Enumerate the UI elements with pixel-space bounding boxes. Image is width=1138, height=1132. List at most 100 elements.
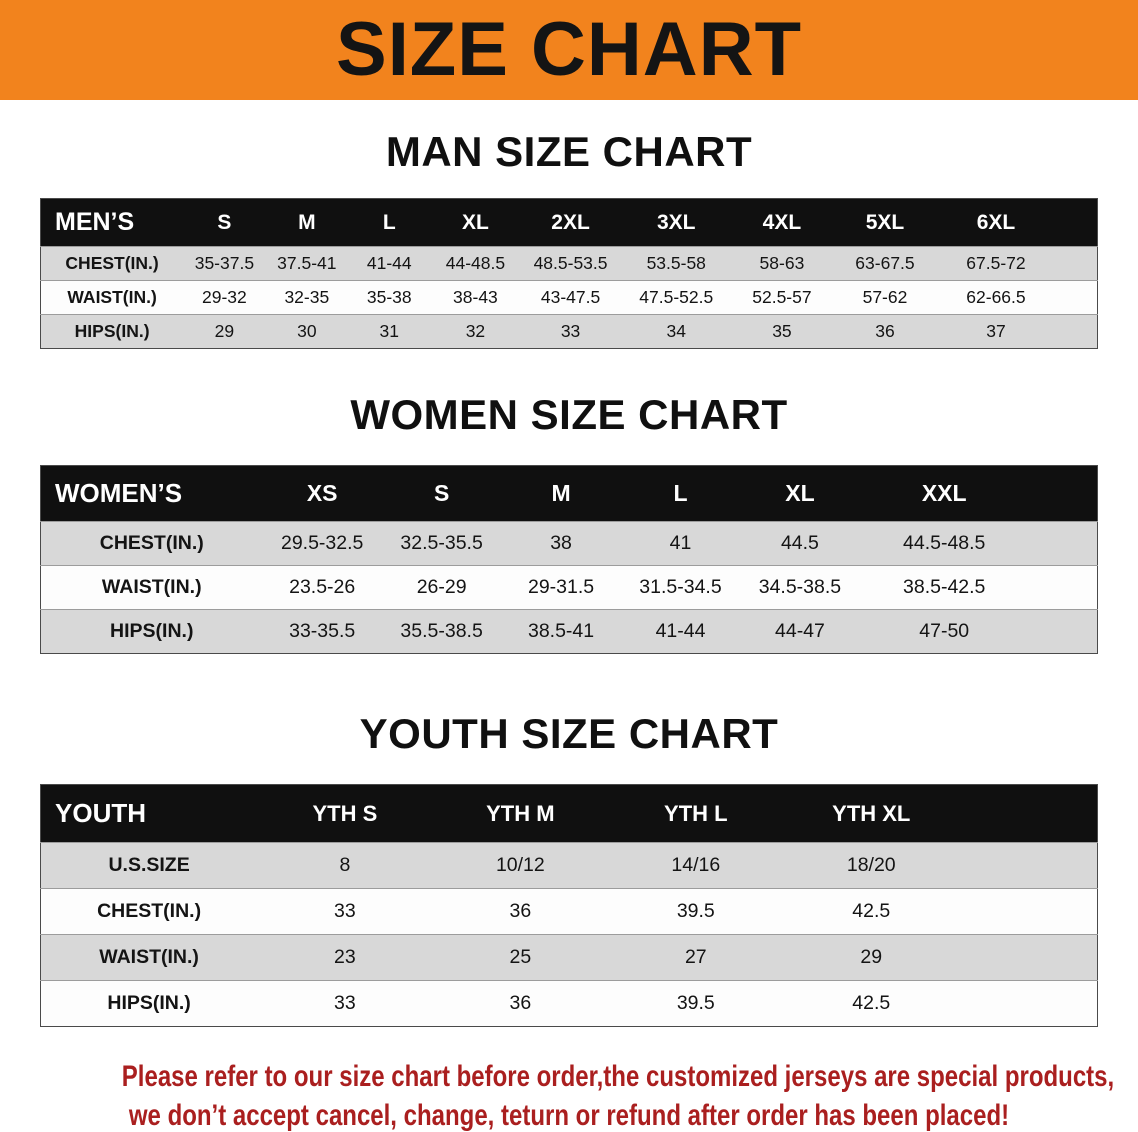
row-label: WAIST(IN.): [101, 576, 202, 599]
size-column-header: XL: [462, 210, 489, 234]
size-value: 32.5-35.5: [400, 532, 483, 555]
size-value: 39.5: [676, 992, 715, 1015]
women-size-table: WOMEN’S XS S M L XL XXL CHEST(IN.) 29.5-32.5 32.5…: [40, 465, 1098, 655]
size-value: 23.5-26: [289, 576, 356, 599]
size-value: 44.5-48.5: [903, 532, 986, 555]
size-column-header: 3XL: [656, 210, 696, 234]
size-value: 37.5-41: [277, 253, 337, 274]
size-value: 35.5-38.5: [400, 620, 483, 643]
size-value: 62-66.5: [966, 287, 1026, 308]
size-value: 29-32: [202, 287, 247, 308]
size-column-header: YTH S: [312, 800, 378, 826]
page-title: SIZE CHART: [336, 7, 802, 92]
row-label: WAIST(IN.): [99, 946, 199, 969]
size-value: 36: [875, 321, 895, 342]
size-value: 34: [666, 321, 686, 342]
size-value: 44-47: [775, 620, 825, 643]
table-title-cell: WOMEN’S: [55, 478, 183, 509]
size-value: 33-35.5: [289, 620, 356, 643]
filler-cell: [959, 889, 1098, 935]
size-value: 53.5-58: [646, 253, 706, 274]
size-value: 39.5: [676, 900, 715, 923]
table-header-row: WOMEN’S XS S M L XL XXL: [40, 465, 1098, 522]
size-column-header: L: [673, 480, 688, 507]
youth-size-section: YOUTH SIZE CHART YOUTH YTH S YTH M YTH L YTH…: [0, 710, 1138, 1028]
filler-cell: [1029, 466, 1098, 522]
size-value: 47.5-52.5: [639, 287, 714, 308]
size-value: 41-44: [655, 620, 706, 643]
youth-chart-heading: YOUTH SIZE CHART: [359, 710, 779, 758]
men-size-table: MEN’S S M L XL 2XL 3XL 4XL 5XL 6XL CHEST(IN.) 35-37…: [40, 198, 1098, 350]
footer-notice: Please refer to our size chart before or…: [10, 1057, 1128, 1132]
filler-cell: [959, 935, 1098, 981]
size-value: 27: [684, 946, 707, 969]
row-label: WAIST(IN.): [67, 287, 157, 308]
filler-cell: [959, 843, 1098, 889]
footer-notice-line-1: Please refer to our size chart before or…: [121, 1060, 1115, 1094]
women-size-section: WOMEN SIZE CHART WOMEN’S XS S M L XL XXL CHEST(…: [0, 391, 1138, 655]
size-value: 33: [334, 900, 356, 923]
size-column-header: S: [217, 210, 232, 234]
row-label: CHEST(IN.): [65, 253, 159, 274]
size-value: 26-29: [416, 576, 467, 599]
measurement-row: WAIST(IN.) 23 25 27 29: [40, 934, 1098, 981]
size-value: 36: [509, 992, 532, 1015]
size-value: 23: [334, 946, 356, 969]
size-value: 31: [379, 321, 400, 342]
size-value: 31.5-34.5: [639, 576, 722, 599]
size-value: 63-67.5: [855, 253, 915, 274]
size-column-header: XL: [785, 480, 815, 507]
women-chart-heading: WOMEN SIZE CHART: [350, 391, 788, 439]
row-label: HIPS(IN.): [110, 620, 194, 643]
size-value: 36: [509, 900, 532, 923]
size-value: 47-50: [919, 620, 970, 643]
size-value: 38.5-42.5: [903, 576, 986, 599]
measurement-row: CHEST(IN.) 29.5-32.5 32.5-35.5 38 41 44.5 44.5…: [40, 521, 1098, 566]
footer-notice-line-2: we don’t accept cancel, change, teturn o…: [128, 1099, 1010, 1132]
size-value: 44-48.5: [445, 253, 506, 274]
row-label: HIPS(IN.): [107, 992, 191, 1015]
size-column-header: M: [298, 210, 316, 234]
size-column-header: L: [382, 210, 396, 234]
size-value: 35-37.5: [194, 253, 255, 274]
size-value: 42.5: [852, 900, 891, 923]
size-value: 38.5-41: [527, 620, 595, 643]
size-value: 38-43: [453, 287, 498, 308]
row-label: HIPS(IN.): [74, 321, 150, 342]
size-column-header: YTH M: [486, 800, 555, 826]
size-value: 42.5: [852, 992, 891, 1015]
filler-cell: [1054, 247, 1097, 281]
size-column-header: YTH XL: [832, 800, 911, 826]
size-value: 33: [334, 992, 356, 1015]
size-value: 25: [509, 946, 532, 969]
size-value: 35: [772, 321, 792, 342]
size-column-header: M: [551, 480, 571, 507]
size-value: 34.5-38.5: [758, 576, 842, 599]
filler-cell: [1029, 566, 1098, 610]
size-value: 8: [339, 854, 351, 877]
table-title-cell: YOUTH: [55, 798, 146, 829]
size-value: 10/12: [495, 854, 545, 877]
size-value: 58-63: [759, 253, 805, 274]
row-label: CHEST(IN.): [97, 900, 202, 923]
size-column-header: S: [433, 480, 450, 507]
size-value: 41: [669, 532, 692, 555]
size-column-header: YTH L: [664, 800, 728, 826]
size-value: 29-31.5: [527, 576, 595, 599]
filler-cell: [1054, 199, 1097, 247]
filler-cell: [959, 981, 1098, 1027]
youth-size-table: YOUTH YTH S YTH M YTH L YTH XL U.S.SIZE 8 10/12…: [40, 784, 1098, 1028]
size-value: 38: [550, 532, 572, 555]
filler-cell: [959, 785, 1098, 843]
size-column-header: XXL: [921, 480, 967, 507]
size-value: 41-44: [366, 253, 412, 274]
measurement-row: U.S.SIZE 8 10/12 14/16 18/20: [40, 842, 1098, 889]
measurement-row: HIPS(IN.) 33 36 39.5 42.5: [40, 980, 1098, 1027]
table-title-cell: MEN’S: [55, 208, 135, 237]
size-value: 29: [860, 946, 883, 969]
size-column-header: 5XL: [865, 210, 905, 234]
size-value: 33: [560, 321, 581, 342]
size-column-header: 2XL: [551, 210, 590, 234]
measurement-row: CHEST(IN.) 33 36 39.5 42.5: [40, 888, 1098, 935]
